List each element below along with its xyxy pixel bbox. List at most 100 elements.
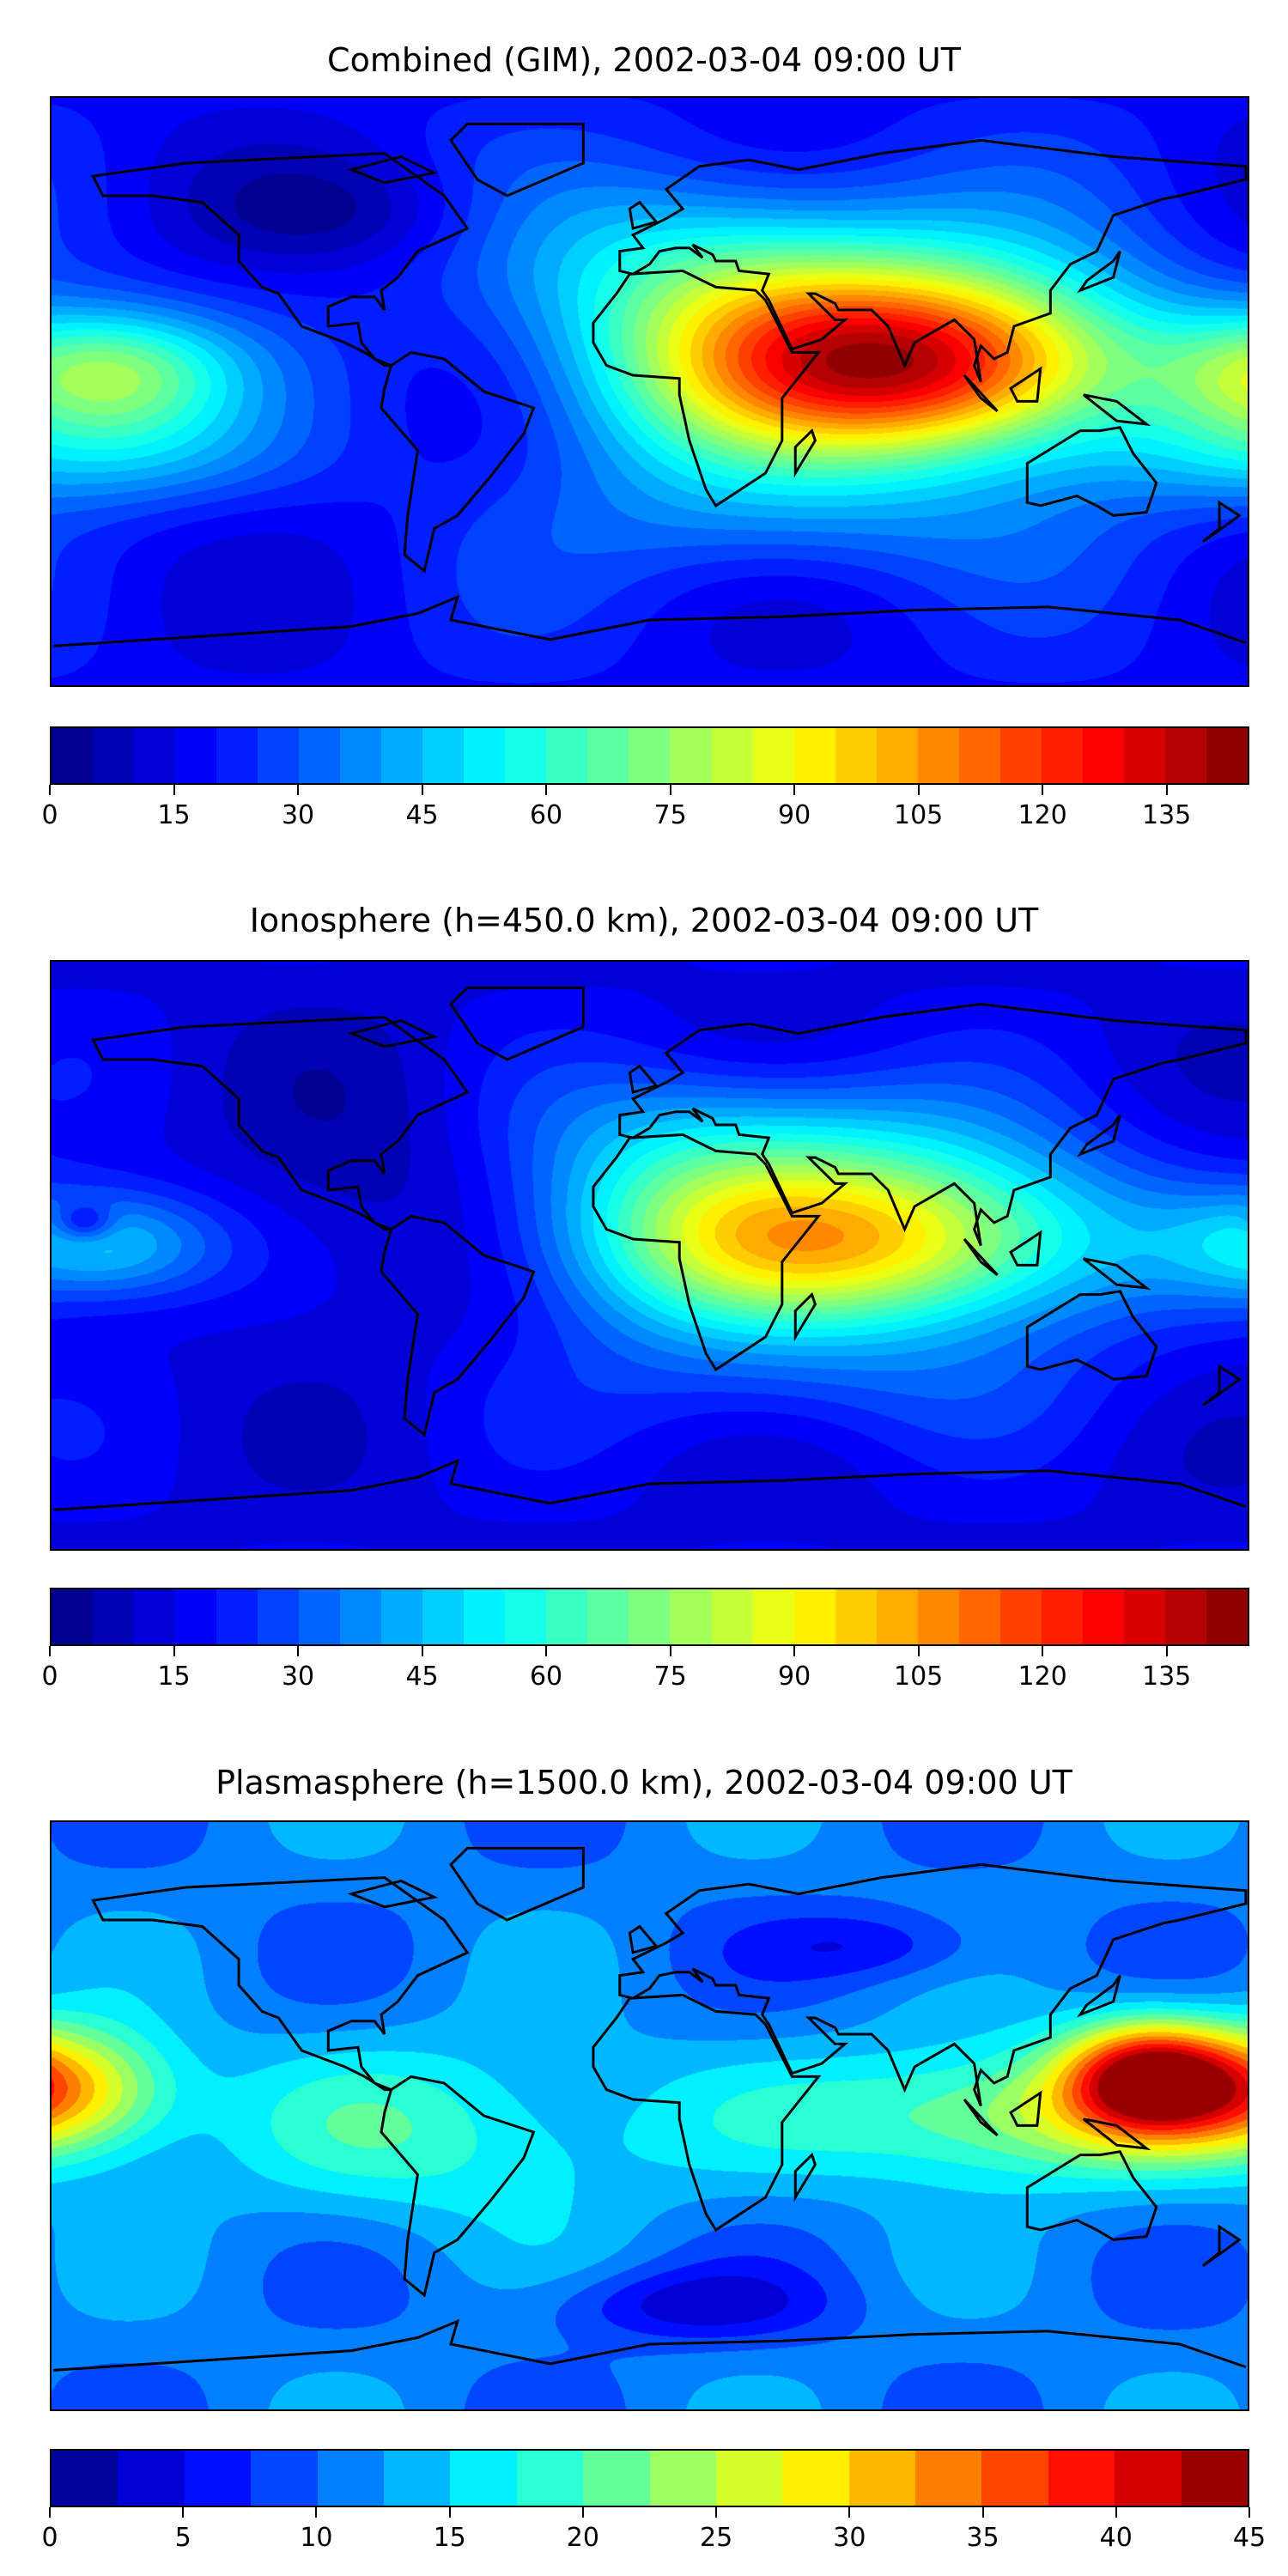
colorbar-bin <box>340 1589 382 1644</box>
tick-mark <box>297 785 300 795</box>
colorbar-bin <box>917 728 959 783</box>
coastline <box>1201 2224 1242 2268</box>
coastline <box>963 2098 999 2136</box>
tick-mark <box>49 1646 51 1656</box>
colorbar-bin <box>381 728 423 783</box>
colorbar-bin <box>299 1589 341 1644</box>
colorbar-bin <box>52 728 94 783</box>
tick-mark <box>173 785 175 795</box>
tick-label: 105 <box>893 800 944 830</box>
coastlines <box>52 1846 1248 2372</box>
tick-label: 40 <box>1099 2523 1133 2553</box>
tick-mark <box>421 785 423 795</box>
colorbar-bin <box>649 2451 716 2506</box>
tick-mark <box>315 2507 318 2518</box>
tick-label: 75 <box>653 1662 687 1692</box>
colorbar-bin <box>422 1589 465 1644</box>
colorbar-bin <box>793 1589 835 1644</box>
colorbar-bin <box>1206 1589 1248 1644</box>
tick-mark <box>793 1646 796 1656</box>
colorbar-bin <box>915 2451 982 2506</box>
colorbar-bin <box>52 1589 94 1644</box>
colorbar-bin <box>216 1589 258 1644</box>
colorbar-bin <box>464 1589 506 1644</box>
tick-label: 75 <box>653 800 687 830</box>
colorbar-bin <box>546 1589 588 1644</box>
tick-mark <box>715 2507 718 2518</box>
coastline-antarctica <box>52 2318 1247 2372</box>
tick-mark <box>669 1646 671 1656</box>
tick-label: 0 <box>41 1662 58 1692</box>
coastline <box>592 269 822 508</box>
coastline <box>793 428 817 478</box>
coastline <box>91 1016 470 1231</box>
colorbar-bin <box>848 2451 916 2506</box>
colorbar-bin <box>876 728 918 783</box>
colorbar-bin <box>422 728 465 783</box>
coastline <box>618 1002 1248 1247</box>
tick-label: 45 <box>405 1662 439 1692</box>
tick-mark <box>173 1646 175 1656</box>
colorbar-bin <box>670 728 712 783</box>
tick-label: 10 <box>300 2523 333 2553</box>
coastline <box>380 1214 536 1437</box>
tick-mark <box>1042 785 1044 795</box>
coastline <box>1009 1230 1042 1267</box>
colorbar-bin <box>340 728 382 783</box>
coastline <box>793 2152 817 2202</box>
colorbar-ticks: 0 15 30 45 60 75 90 105 120 135 <box>41 785 1249 836</box>
colorbar-bin <box>958 728 1000 783</box>
colorbar-bin <box>175 1589 217 1644</box>
colorbar-bin <box>118 2451 185 2506</box>
tick-label: 25 <box>700 2523 733 2553</box>
colorbar-bin <box>876 1589 918 1644</box>
colorbar-bin <box>1082 1589 1124 1644</box>
coastline <box>1077 250 1121 294</box>
tick-label: 15 <box>157 800 191 830</box>
colorbar-bin <box>587 728 629 783</box>
coastline-antarctica <box>52 594 1247 647</box>
tick-label: 120 <box>1018 800 1067 830</box>
coastline <box>347 1018 439 1048</box>
tick-label: 0 <box>41 2523 58 2553</box>
colorbar-bin <box>1181 2451 1249 2506</box>
colorbar-bin <box>184 2451 252 2506</box>
colorbar-bin <box>464 728 506 783</box>
tick-label: 90 <box>778 800 811 830</box>
tick-label: 120 <box>1018 1662 1067 1692</box>
tick-label: 135 <box>1142 800 1192 830</box>
tick-mark <box>545 785 548 795</box>
tick-label: 15 <box>157 1662 191 1692</box>
colorbar-bin <box>1082 728 1124 783</box>
colorbar-bin <box>505 728 547 783</box>
coastline <box>449 986 585 1061</box>
tick-mark <box>49 2507 51 2518</box>
tick-mark <box>917 785 920 795</box>
coastline <box>1025 1290 1158 1381</box>
colorbar-bin <box>1123 728 1165 783</box>
tick-mark <box>581 2507 584 2518</box>
colorbar-bin <box>711 1589 753 1644</box>
colorbar-bin <box>999 728 1042 783</box>
coastlines <box>52 986 1248 1511</box>
tick-label: 90 <box>778 1662 811 1692</box>
tick-label: 0 <box>41 800 58 830</box>
colorbar-bin <box>583 2451 650 2506</box>
tick-mark <box>182 2507 185 2518</box>
coastline <box>963 1237 999 1276</box>
coastline <box>380 2075 536 2298</box>
colorbar-bin <box>134 728 176 783</box>
coastline <box>91 1876 470 2092</box>
colorbar-bin <box>958 1589 1000 1644</box>
colorbar-bin <box>317 2451 384 2506</box>
tick-label: 105 <box>893 1662 944 1692</box>
colorbar-bin <box>258 728 300 783</box>
tick-label: 20 <box>566 2523 599 2553</box>
coastline <box>592 1133 822 1372</box>
coastline <box>628 1924 659 1954</box>
colorbar-bin <box>981 2451 1048 2506</box>
tick-mark <box>793 785 796 795</box>
colorbar-bin <box>381 1589 423 1644</box>
colorbar-bin <box>999 1589 1042 1644</box>
colorbar-bin <box>1048 2451 1115 2506</box>
